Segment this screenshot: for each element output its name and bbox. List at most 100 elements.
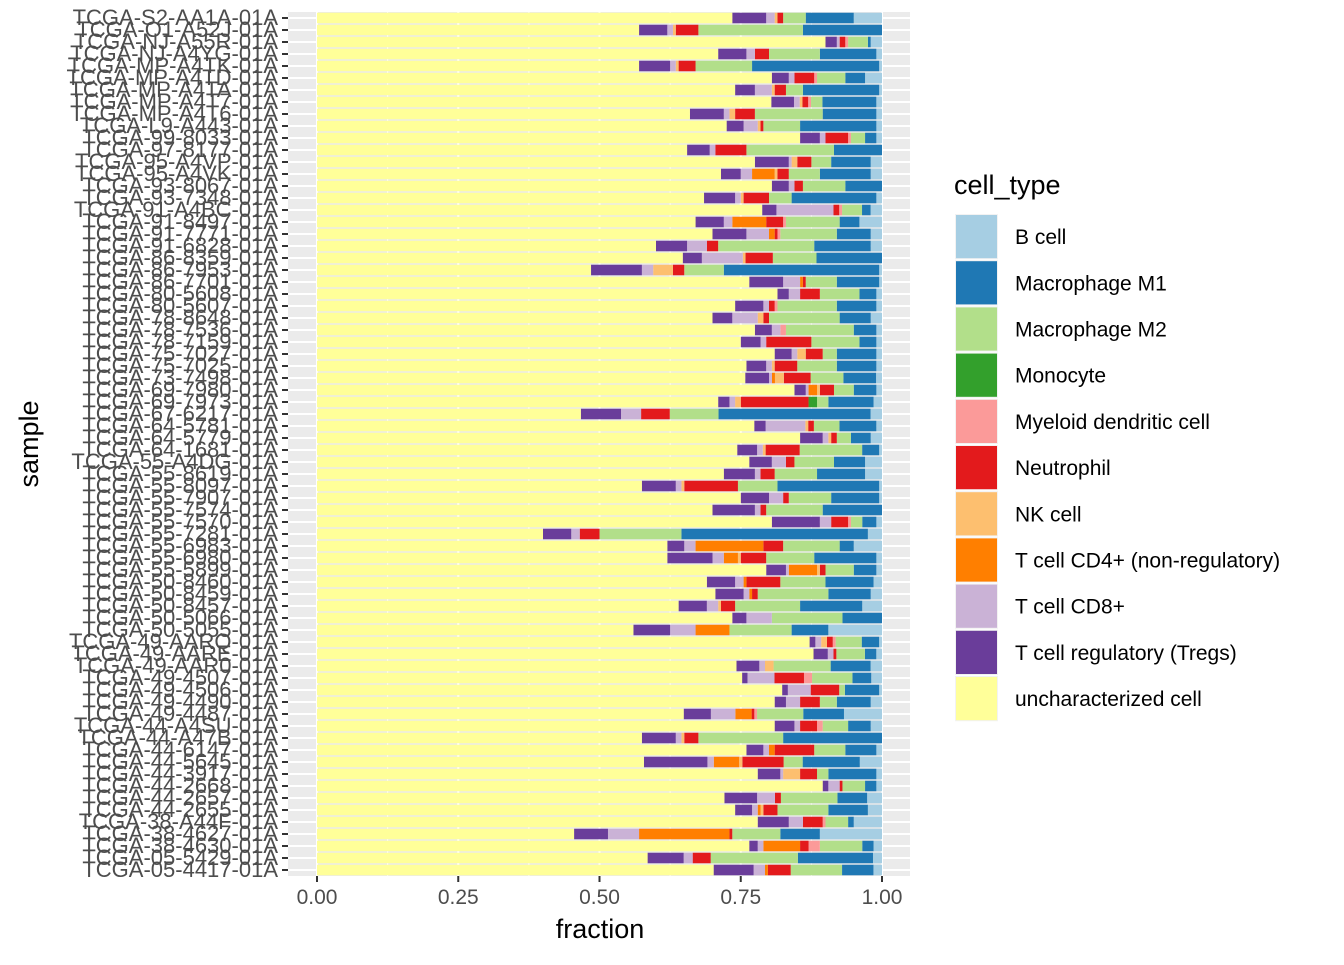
y-tick-label: TCGA-05-5429-01A <box>82 845 278 870</box>
bar-segment <box>822 96 877 108</box>
bar-segment <box>683 852 693 864</box>
bar-segment <box>732 612 747 624</box>
bar-segment <box>876 348 882 360</box>
bar-segment <box>317 624 634 636</box>
bar-segment <box>724 792 758 804</box>
bar-segment <box>763 540 784 552</box>
bar-segment <box>785 324 854 336</box>
y-tick-label: TCGA-75-7027-01A <box>82 341 278 366</box>
bar-segment <box>782 684 788 696</box>
bar-segment <box>859 216 882 228</box>
y-tick-label: TCGA-91-8497-01A <box>82 209 278 234</box>
bar-segment <box>757 444 763 456</box>
bar-segment <box>749 456 772 468</box>
bar-segment <box>762 444 766 456</box>
legend-label: B cell <box>1015 226 1066 249</box>
legend-label: Macrophage M1 <box>1015 272 1167 295</box>
bar-segment <box>873 396 882 408</box>
bar-segment <box>802 276 806 288</box>
bar-segment <box>740 192 744 204</box>
bar-segment <box>762 204 777 216</box>
bar-segment <box>746 744 764 756</box>
bar-segment <box>706 600 719 612</box>
bar-segment <box>317 612 733 624</box>
y-tick-label: TCGA-91-6828-01A <box>82 233 278 258</box>
bar-segment <box>757 804 761 816</box>
legend-label: uncharacterized cell <box>1015 688 1202 711</box>
bar-segment <box>790 864 843 876</box>
y-tick-label: TCGA-49-4490-01A <box>82 689 278 714</box>
y-tick-label: TCGA-67-6217-01A <box>82 401 278 426</box>
bar-segment <box>805 348 823 360</box>
bar-segment <box>653 264 673 276</box>
bar-segment <box>837 792 868 804</box>
bar-segment <box>783 372 811 384</box>
bar-segment <box>833 144 882 156</box>
bar-segment <box>723 468 755 480</box>
bar-segment <box>317 720 775 732</box>
bar-segment <box>836 300 877 312</box>
bar-segment <box>317 804 736 816</box>
bar-segment <box>317 192 705 204</box>
bar-segment <box>766 336 812 348</box>
y-tick-label: TCGA-50-5066-01A <box>82 605 278 630</box>
y-tick-label: TCGA-44-2657-01A <box>82 785 278 810</box>
bar-segment <box>317 780 823 792</box>
bar-segment <box>774 744 815 756</box>
bar-segment <box>805 12 854 24</box>
bar-segment <box>865 72 882 84</box>
bar-segment <box>317 228 713 240</box>
bar-segment <box>831 156 871 168</box>
y-tick-label: TCGA-44-2668-01A <box>82 773 278 798</box>
bar-segment <box>788 168 820 180</box>
bar-segment <box>797 852 873 864</box>
legend-label: NK cell <box>1015 503 1082 526</box>
bar-segment <box>802 816 823 828</box>
bar-segment <box>317 840 750 852</box>
bar-segment <box>740 492 769 504</box>
bar-segment <box>707 756 714 768</box>
bar-segment <box>811 336 860 348</box>
bar-segment <box>876 108 882 120</box>
bar-segment <box>317 480 642 492</box>
bar-segment <box>740 168 753 180</box>
bar-segment <box>317 336 741 348</box>
bar-segment <box>710 852 798 864</box>
bar-segment <box>876 48 882 60</box>
bar-segment <box>876 564 882 576</box>
bar-segment <box>754 48 769 60</box>
bar-segment <box>766 504 823 516</box>
bar-segment <box>746 360 767 372</box>
y-tick-label: TCGA-38-A44F-01A <box>79 809 279 834</box>
bar-segment <box>879 264 882 276</box>
bar-segment <box>876 552 882 564</box>
bar-segment <box>853 816 882 828</box>
legend-label: T cell regulatory (Tregs) <box>1015 642 1237 665</box>
bar-segment <box>839 540 854 552</box>
bar-segment <box>785 696 801 708</box>
bar-segment <box>675 24 699 36</box>
bar-segment <box>317 60 640 72</box>
bar-segment <box>774 228 778 240</box>
bar-segment <box>746 612 772 624</box>
y-tick-label: TCGA-MP-A4TK-01A <box>68 53 279 78</box>
legend-swatch <box>956 307 997 351</box>
bar-segment <box>729 828 733 840</box>
bar-segment <box>713 864 754 876</box>
bar-segment <box>769 228 775 240</box>
bar-segment <box>766 552 815 564</box>
bar-segment <box>828 624 882 636</box>
bar-segment <box>853 564 877 576</box>
bar-segment <box>794 384 806 396</box>
bar-segment <box>317 684 783 696</box>
bar-segment <box>800 288 820 300</box>
y-tick-label: TCGA-78-7159-01A <box>82 329 278 354</box>
bar-segment <box>732 312 758 324</box>
bar-segment <box>317 636 810 648</box>
bar-segment <box>698 24 803 36</box>
bar-segment <box>317 708 684 720</box>
bar-segment <box>777 228 781 240</box>
bar-segment <box>760 120 764 132</box>
bar-segment <box>760 804 764 816</box>
